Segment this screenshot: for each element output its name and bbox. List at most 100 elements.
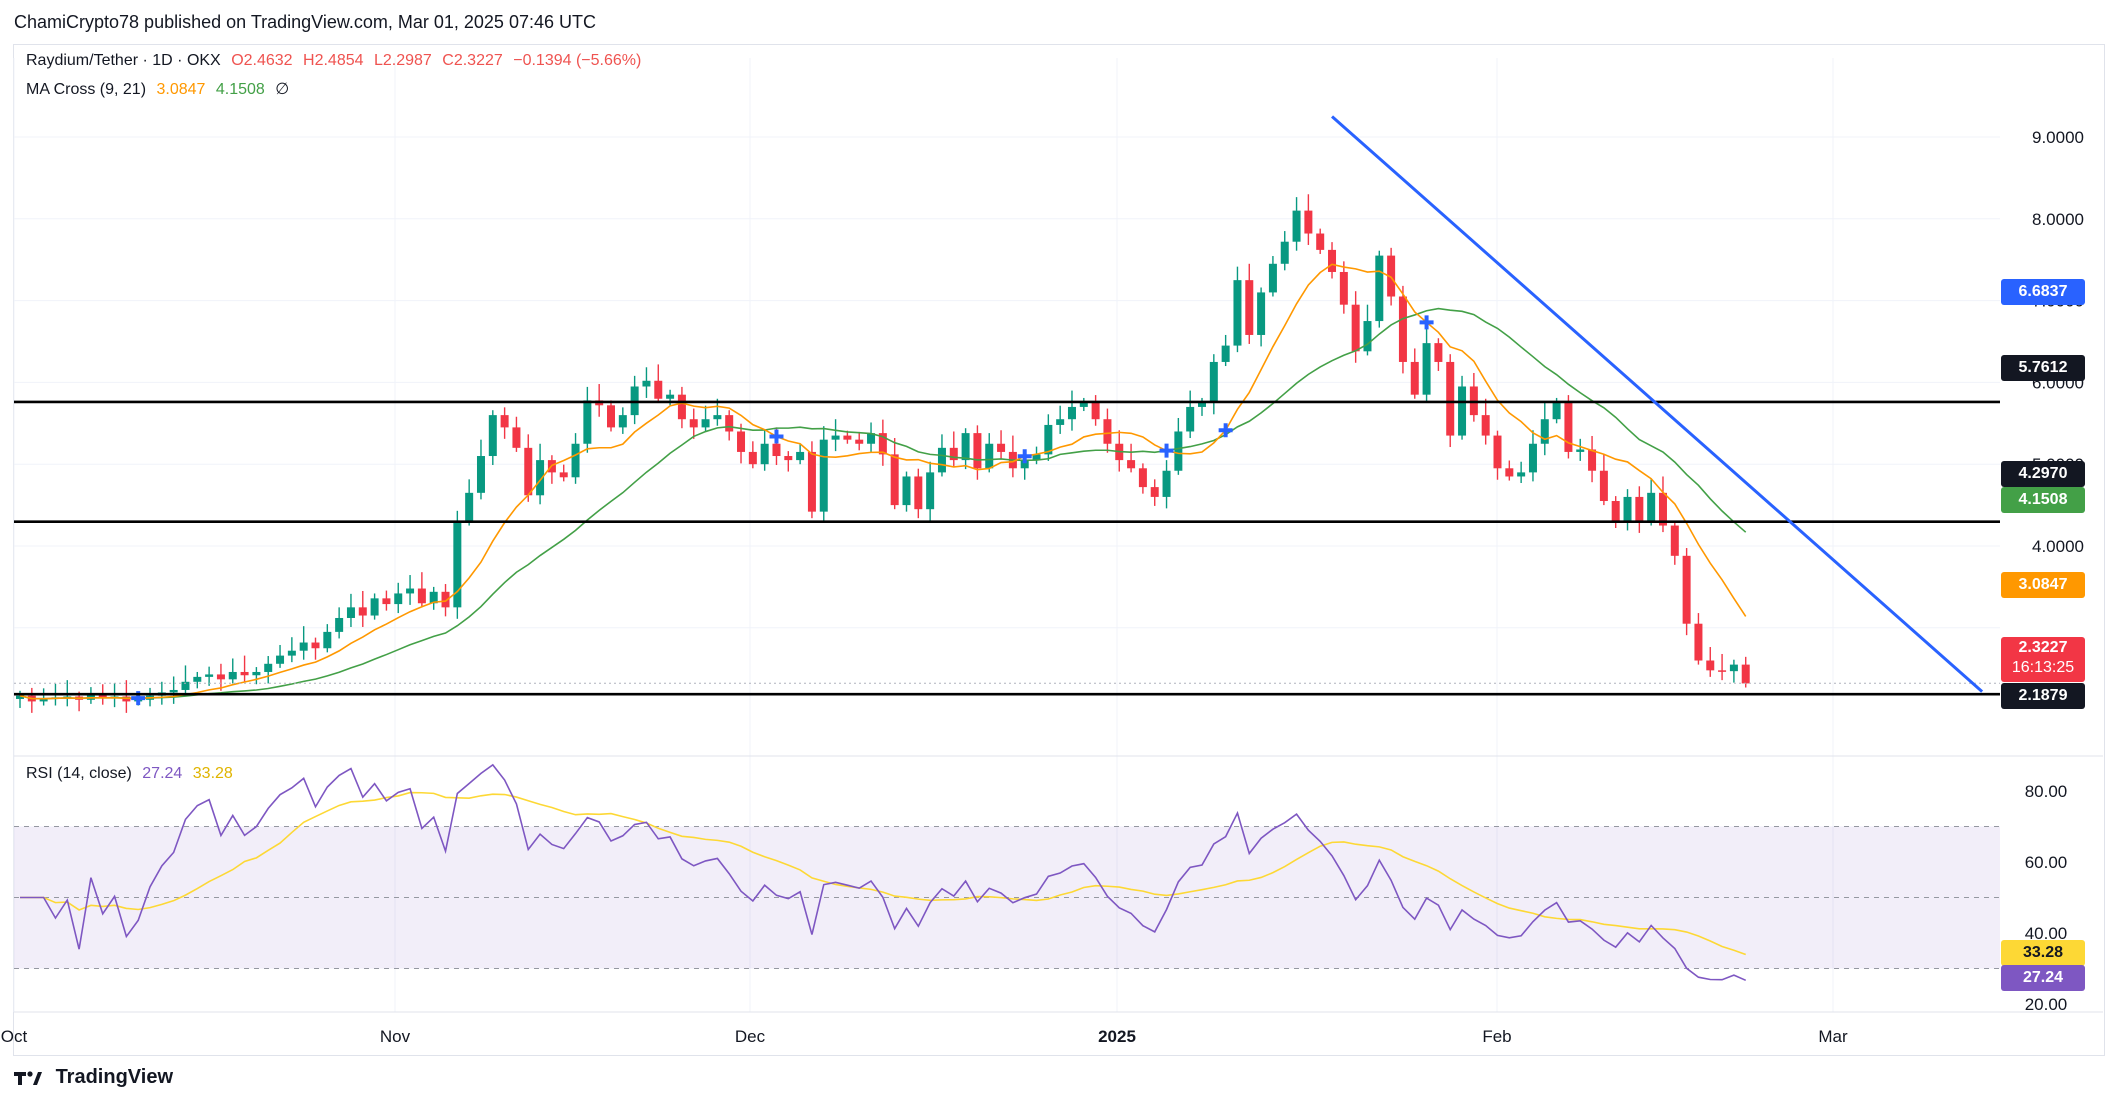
ma-extra: ∅: [275, 81, 290, 98]
candle-body: [1292, 210, 1301, 242]
candle-body: [394, 593, 403, 605]
candle-body: [465, 492, 474, 522]
candle-body: [1458, 386, 1467, 436]
candle-body: [1351, 304, 1360, 352]
candle-body: [1410, 361, 1419, 395]
candle-body: [855, 439, 864, 444]
rsi-ma-tag: 33.28: [2001, 940, 2085, 966]
candle-body: [867, 433, 876, 444]
rsi-ma-line: [20, 791, 1746, 956]
candle-body: [417, 588, 426, 604]
candle-body: [985, 443, 994, 469]
ma-label[interactable]: MA Cross (9, 21): [26, 81, 147, 98]
candle-body: [1339, 271, 1348, 305]
candle-body: [1221, 345, 1230, 362]
candle-body: [796, 451, 805, 461]
candle-body: [571, 443, 580, 478]
candle-body: [311, 642, 320, 649]
candle-body: [666, 394, 675, 399]
candle-body: [1067, 406, 1076, 420]
symbol-title[interactable]: Raydium/Tether · 1D · OKX: [26, 52, 221, 69]
ohlc-close: C2.3227: [442, 52, 503, 69]
candle-body: [1422, 343, 1431, 395]
price-tag-6683: 6.6837: [2001, 279, 2085, 305]
candle-body: [1280, 241, 1289, 264]
candle-body: [441, 591, 450, 608]
rsi-tick-label: 40.00: [2025, 924, 2068, 943]
candle-body: [1647, 492, 1656, 522]
candle-body: [276, 655, 285, 664]
candle-body: [1198, 402, 1206, 407]
candle-body: [1682, 555, 1691, 624]
candle-body: [476, 456, 485, 493]
ohlc-low: L2.2987: [373, 52, 432, 69]
candle-body: [39, 698, 48, 702]
candle-body: [1103, 419, 1112, 444]
candle-body: [1032, 454, 1041, 461]
price-tag-5761: 5.7612: [2001, 355, 2085, 381]
candle-body: [1540, 419, 1549, 444]
last-price: 2.3227: [2018, 639, 2068, 656]
candle-body: [618, 415, 627, 428]
rsi-label[interactable]: RSI (14, close): [26, 765, 132, 782]
price-tag-2187: 2.1879: [2001, 683, 2085, 709]
candle-body: [1706, 660, 1715, 671]
candle-body: [181, 681, 190, 690]
price-tick-label: 4.0000: [2032, 537, 2084, 556]
candle-body: [937, 447, 946, 473]
ma-fast-line: [19, 263, 1747, 700]
candle-body: [1658, 492, 1667, 526]
candle-body: [784, 456, 793, 461]
candle-body: [205, 674, 214, 677]
price-change: −0.1394 (−5.66%): [513, 52, 642, 69]
candle-body: [725, 415, 734, 432]
candle-body: [98, 694, 107, 699]
candle-body: [1174, 431, 1183, 471]
bar-countdown: 16:13:25: [2011, 659, 2075, 676]
candle-body: [1091, 402, 1100, 420]
candle-body: [169, 689, 178, 693]
candle-body: [252, 671, 261, 676]
candle-body: [807, 451, 816, 512]
candle-body: [772, 443, 781, 457]
candle-body: [1635, 496, 1644, 522]
candle-body: [1304, 210, 1313, 234]
candle-body: [1517, 472, 1526, 477]
ma-legend: MA Cross (9, 21) 3.0847 4.1508 ∅: [26, 79, 295, 99]
candle-body: [1611, 501, 1620, 522]
candle-body: [831, 435, 840, 440]
candle-body: [335, 617, 344, 632]
tradingview-brand[interactable]: TradingView: [14, 1066, 173, 1089]
candle-body: [370, 598, 379, 616]
candle-body: [16, 695, 24, 699]
candle-body: [1505, 468, 1514, 477]
candle-body: [973, 433, 982, 469]
candle-body: [1576, 449, 1585, 452]
candle-body: [760, 443, 769, 465]
candle-body: [748, 451, 757, 465]
candle-body: [1328, 249, 1337, 272]
candle-body: [358, 607, 367, 616]
rsi-value: 27.24: [142, 765, 183, 782]
last-price-tag: 2.3227 16:13:25: [2001, 637, 2085, 682]
candle-body: [1481, 415, 1490, 436]
candle-body: [240, 671, 249, 676]
price-tick-label: 8.0000: [2032, 210, 2084, 229]
candle-body: [287, 650, 296, 656]
candle-body: [1552, 402, 1561, 420]
candle-body: [382, 598, 391, 605]
ma-cross-marker: [1218, 423, 1233, 438]
candle-body: [500, 415, 509, 428]
candle-body: [607, 405, 615, 428]
candle-body: [1079, 402, 1088, 407]
time-tick-label: Dec: [735, 1027, 766, 1046]
candle-body: [299, 642, 308, 651]
candle-body: [216, 674, 225, 680]
candle-body: [1138, 468, 1147, 488]
rsi-tick-label: 20.00: [2025, 995, 2068, 1014]
candle-body: [1670, 525, 1679, 556]
candle-body: [878, 433, 887, 455]
candle-body: [1694, 623, 1703, 661]
time-tick-label: Oct: [1, 1027, 28, 1046]
